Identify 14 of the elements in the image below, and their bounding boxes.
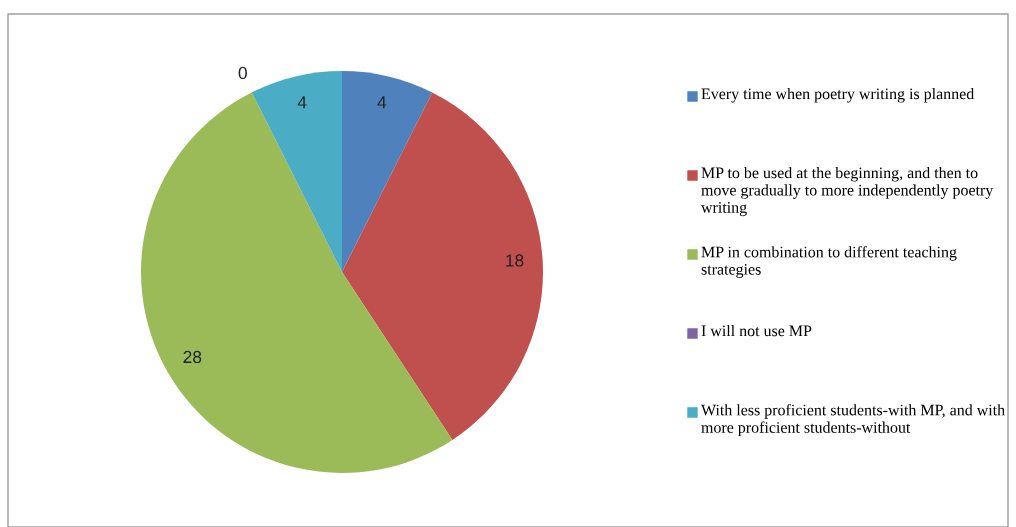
data-label: 4 [377,96,387,109]
pie-slice [251,71,342,272]
legend-label: MP in combination to different teaching strategies [701,246,957,278]
data-label: 4 [297,96,307,109]
pie-slice [342,92,543,440]
text: 0 [238,66,247,80]
data-label: 18 [506,254,524,267]
data-label: 28 [183,350,202,364]
pie-slice [141,92,453,473]
legend-label: MP to be used at the beginning, and then to move gradually to more independently poetry writing [701,167,994,217]
legend-label: Every time when poetry writing is planned [701,88,975,103]
legend-label: I will not use MP [701,325,812,337]
pie-slice [342,71,433,272]
legend-label: With less proficient students-with MP, and with more proficient students-without [701,404,1005,437]
